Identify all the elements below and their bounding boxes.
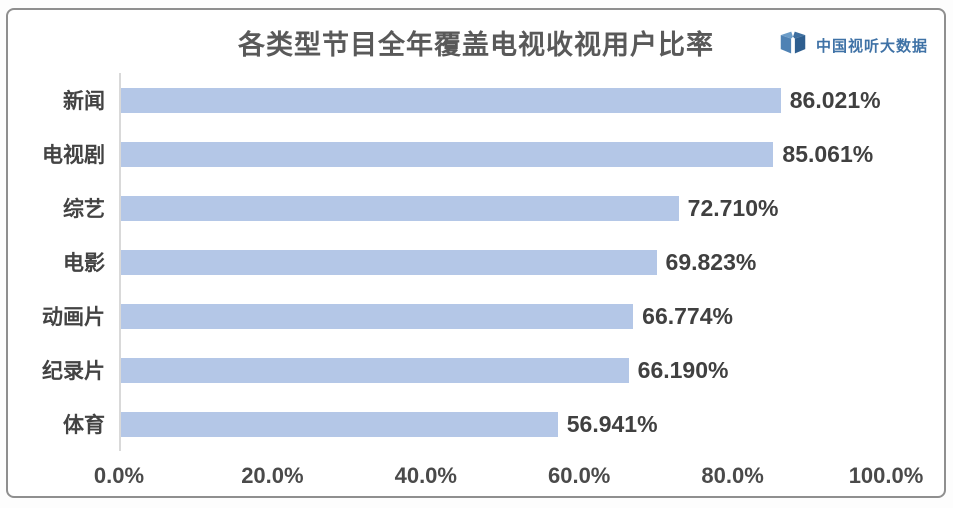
bar (121, 195, 679, 221)
value-label: 85.061% (782, 140, 874, 167)
value-label: 86.021% (789, 86, 881, 113)
value-label: 69.823% (665, 248, 757, 275)
category-label: 电视剧 (42, 144, 105, 167)
chart-row: 纪录片 66.190% (8, 343, 944, 397)
bar (121, 249, 657, 275)
category-label: 体育 (63, 414, 105, 437)
category-label: 动画片 (42, 306, 105, 329)
chart-row: 体育 56.941% (8, 397, 944, 451)
open-book-logo-icon (778, 29, 808, 62)
plot-cell: 69.823% (119, 235, 888, 289)
value-label: 72.710% (687, 194, 779, 221)
chart-row: 新闻 86.021% (8, 73, 944, 127)
x-axis-tick-label: 20.0% (241, 463, 304, 488)
x-axis-tick-label: 60.0% (547, 463, 611, 488)
plot-cell: 86.021% (119, 73, 888, 127)
value-label: 66.774% (642, 302, 733, 329)
brand-logo-text: 中国视听大数据 (815, 38, 928, 55)
chart-row: 电视剧 85.061% (8, 127, 944, 181)
plot-cell: 72.710% (119, 181, 888, 235)
value-label: 56.941% (566, 410, 658, 437)
chart-rows: 新闻 86.021% 电视剧 85.061% 综艺 72.710% 电影 69.823% 动画片… (8, 73, 944, 451)
bar (121, 303, 634, 329)
plot-cell: 85.061% (119, 127, 888, 181)
chart-title: 各类型节目全年覆盖电视收视用户比率 (238, 30, 714, 60)
category-label: 纪录片 (42, 360, 105, 383)
bar (121, 411, 558, 437)
category-label: 综艺 (63, 198, 105, 221)
bar (121, 141, 774, 167)
category-label: 新闻 (63, 90, 105, 113)
brand-logo: 中国视听大数据 (778, 29, 928, 62)
bar (121, 87, 781, 113)
plot-cell: 66.190% (119, 343, 888, 397)
x-axis-tick-label: 100.0% (848, 463, 924, 488)
plot-cell: 66.774% (119, 289, 888, 343)
value-label: 66.190% (637, 356, 729, 383)
chart-row: 动画片 66.774% (8, 289, 944, 343)
x-axis-tick-label: 40.0% (394, 463, 457, 488)
x-axis: 0.0% 20.0% 40.0% 60.0% 80.0% 100.0% (94, 459, 923, 499)
bar-chart: 新闻 86.021% 电视剧 85.061% 综艺 72.710% 电影 69.823% 动画片… (8, 73, 944, 499)
x-axis-tick-label: 0.0% (93, 463, 145, 488)
plot-cell: 56.941% (119, 397, 888, 451)
chart-row: 综艺 72.710% (8, 181, 944, 235)
category-label: 电影 (63, 252, 105, 275)
chart-header: 各类型节目全年覆盖电视收视用户比率 中国视听大数据 (8, 23, 944, 67)
x-axis-tick-label: 80.0% (701, 463, 764, 488)
bar (121, 357, 629, 383)
chart-row: 电影 69.823% (8, 235, 944, 289)
chart-card: 各类型节目全年覆盖电视收视用户比率 中国视听大数据 新闻 86.021% 电视剧 85… (6, 8, 946, 498)
